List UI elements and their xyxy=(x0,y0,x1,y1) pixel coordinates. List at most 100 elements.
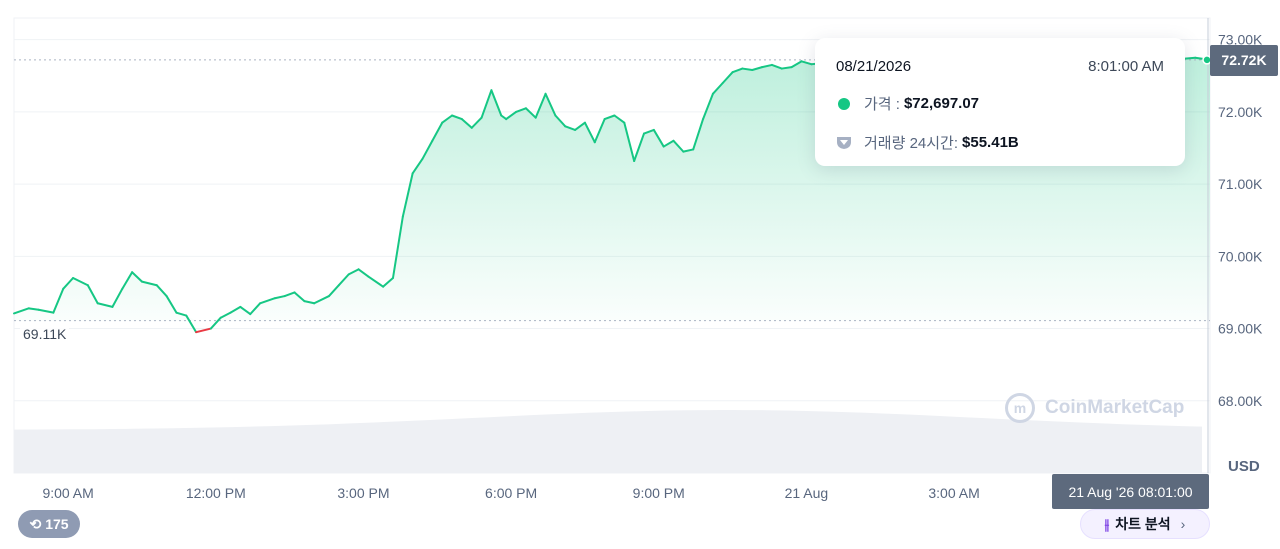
price-line-segment xyxy=(165,295,178,314)
price-dot-icon xyxy=(838,97,850,110)
price-line-segment xyxy=(672,139,685,153)
y-tick-label: 73.00K xyxy=(1218,32,1263,48)
coinmarketcap-watermark: m CoinMarketCap xyxy=(1005,393,1184,423)
price-line-segment xyxy=(86,284,99,305)
price-line-segment xyxy=(155,284,168,298)
price-line-segment xyxy=(741,67,754,71)
x-tick-label: 21 Aug xyxy=(785,485,829,501)
price-line-segment xyxy=(131,271,143,283)
coinmarketcap-logo-icon: m xyxy=(1005,393,1035,423)
price-line-segment xyxy=(96,302,114,308)
price-line-segment xyxy=(313,295,330,305)
price-line-segment xyxy=(111,287,124,308)
y-tick-label: 70.00K xyxy=(1218,248,1263,264)
history-count: 175 xyxy=(45,516,69,532)
tooltip-price-value: $72,697.07 xyxy=(903,95,980,112)
price-line-segment xyxy=(623,121,636,162)
price-line-segment xyxy=(633,132,645,162)
price-line-segment xyxy=(515,107,527,113)
price-line-segment xyxy=(711,82,724,95)
volume-icon xyxy=(837,136,851,149)
x-tick-label: 3:00 AM xyxy=(928,485,979,501)
price-line-segment xyxy=(642,128,655,135)
price-line-segment xyxy=(357,268,370,278)
price-line-segment xyxy=(273,295,286,300)
price-line-segment xyxy=(554,114,567,128)
price-line-segment xyxy=(219,311,232,319)
price-line-segment xyxy=(391,215,404,279)
price-line-segment xyxy=(421,139,434,160)
price-line-segment xyxy=(229,305,242,314)
price-line-segment xyxy=(692,118,705,151)
price-line-segment xyxy=(140,280,158,287)
candlestick-icon: ⫲ xyxy=(1104,515,1110,532)
price-line-segment xyxy=(27,307,40,311)
start-price-label: 69.11K xyxy=(20,325,70,343)
price-line-segment xyxy=(62,277,75,290)
chart-analysis-label: 차트 분석 xyxy=(1115,516,1171,532)
price-line-segment xyxy=(544,92,557,117)
y-tick-label: 71.00K xyxy=(1218,176,1263,192)
x-tick-label: 6:00 PM xyxy=(485,485,537,501)
y-tick-label: 72.00K xyxy=(1218,104,1263,120)
price-line-segment xyxy=(761,63,773,69)
price-line-segment xyxy=(52,287,65,314)
price-line-segment xyxy=(593,118,606,144)
price-line-segment xyxy=(505,110,518,121)
price-line-segment xyxy=(411,157,424,175)
volume-area xyxy=(14,410,1202,473)
price-line-segment xyxy=(293,291,306,303)
price-line-segment xyxy=(209,316,222,330)
tooltip-time: 8:01:00 AM xyxy=(1088,58,1164,75)
price-line-segment xyxy=(72,277,89,287)
price-line-segment xyxy=(37,308,55,314)
price-line-segment xyxy=(337,273,350,287)
y-tick-label: 69.00K xyxy=(1218,321,1263,337)
price-line-segment xyxy=(401,172,414,218)
currency-label: USD xyxy=(1228,458,1260,475)
price-line-segment xyxy=(524,107,537,119)
crosshair-time-badge: 21 Aug '26 08:01:00 xyxy=(1052,474,1209,509)
x-tick-label: 12:00 PM xyxy=(186,485,246,501)
price-line-segment xyxy=(652,128,665,148)
price-line-segment xyxy=(175,311,188,317)
price-line-segment xyxy=(327,284,340,298)
price-line-segment xyxy=(431,121,444,142)
x-axis: 9:00 AM 12:00 PM 3:00 PM 6:00 PM 9:00 PM 21 A… xyxy=(42,485,979,501)
history-button[interactable]: ⟲ 175 xyxy=(18,510,80,538)
price-tooltip: 08/21/2026 8:01:00 AM 가격 : $72,697.07 거래… xyxy=(815,38,1185,166)
price-line-segment xyxy=(574,121,586,131)
price-line-segment xyxy=(382,277,394,288)
price-line-segment xyxy=(460,118,473,129)
price-line-segment xyxy=(347,268,360,276)
price-line-segment xyxy=(613,114,626,124)
price-line-segment xyxy=(195,327,212,334)
price-line-segment xyxy=(470,116,483,129)
price-line-segment xyxy=(770,63,783,70)
price-line-segment xyxy=(534,92,547,119)
price-line-segment xyxy=(490,89,503,117)
price-line-segment xyxy=(249,302,262,316)
price-line-segment xyxy=(662,139,675,148)
chart-analysis-button[interactable]: ⫲ 차트 분석 › xyxy=(1080,509,1210,539)
price-line-segment xyxy=(239,305,252,316)
price-line-segment xyxy=(780,66,793,70)
history-clock-icon: ⟲ xyxy=(29,515,42,532)
tooltip-volume-value: $55.41B xyxy=(962,134,1019,151)
price-line-segment xyxy=(702,92,714,121)
x-tick-label: 9:00 PM xyxy=(633,485,685,501)
price-line-segment xyxy=(121,271,134,290)
x-tick-label: 3:00 PM xyxy=(337,485,389,501)
price-line-segment xyxy=(800,60,813,66)
price-line-segment xyxy=(731,67,744,74)
price-line-segment xyxy=(441,114,454,124)
price-line-segment xyxy=(480,89,493,119)
x-tick-label: 9:00 AM xyxy=(42,485,93,501)
y-axis: 68.00K 69.00K 70.00K 71.00K 72.00K 73.00K xyxy=(1218,32,1263,409)
price-line-segment xyxy=(13,307,30,315)
tooltip-date: 08/21/2026 xyxy=(836,58,912,75)
price-line-segment xyxy=(564,125,577,131)
tooltip-price-label: 가격 : xyxy=(864,96,900,113)
price-line-segment xyxy=(259,297,276,305)
price-line-segment xyxy=(500,114,508,121)
